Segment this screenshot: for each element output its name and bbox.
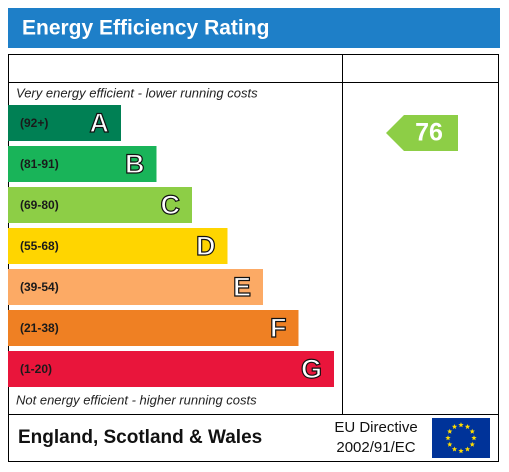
title-bar	[8, 8, 500, 48]
band-range: (92+)	[20, 116, 48, 130]
eu-star	[445, 435, 451, 441]
rating-value: 76	[415, 119, 443, 147]
eu-star	[464, 423, 471, 430]
eu-star	[471, 435, 477, 441]
band-range: (21-38)	[20, 321, 59, 335]
region: England, Scotland & Wales	[18, 427, 262, 448]
band-bar	[8, 105, 121, 141]
band-range: (69-80)	[20, 198, 59, 212]
band-letter: B	[125, 149, 145, 179]
title: Energy Efficiency Rating	[22, 17, 269, 40]
eu-star	[451, 446, 458, 452]
directive: 2002/91/EC	[336, 439, 415, 456]
band-letter: D	[196, 231, 216, 261]
band-bar	[8, 187, 192, 223]
eu-star	[469, 441, 475, 447]
eu-star	[451, 423, 458, 430]
band-range: (39-54)	[20, 280, 59, 294]
eu-star	[447, 441, 453, 447]
band-range: (55-68)	[20, 239, 59, 253]
band-letter: G	[301, 354, 322, 384]
band-bar	[8, 310, 299, 346]
band-range: (81-91)	[20, 157, 59, 171]
eu-star	[464, 446, 471, 452]
band-letter: F	[270, 313, 287, 343]
band-bar	[8, 228, 228, 264]
bottom-note: Not energy efficient - higher running co…	[16, 392, 257, 407]
band-range: (1-20)	[20, 362, 52, 376]
eu-star	[458, 448, 464, 454]
band-letter: E	[233, 272, 251, 302]
band-letter: A	[90, 108, 110, 138]
eu-star	[458, 422, 464, 428]
eu-stars	[445, 422, 477, 454]
band-bar	[8, 146, 157, 182]
band-bar	[8, 351, 334, 387]
band-bar	[8, 269, 263, 305]
eu-star	[447, 428, 453, 434]
rating-arrow	[386, 115, 458, 151]
top-note: Very energy efficient - lower running co…	[16, 85, 258, 100]
band-letter: C	[161, 190, 181, 220]
directive: EU Directive	[334, 419, 417, 436]
eu-star	[469, 428, 475, 434]
